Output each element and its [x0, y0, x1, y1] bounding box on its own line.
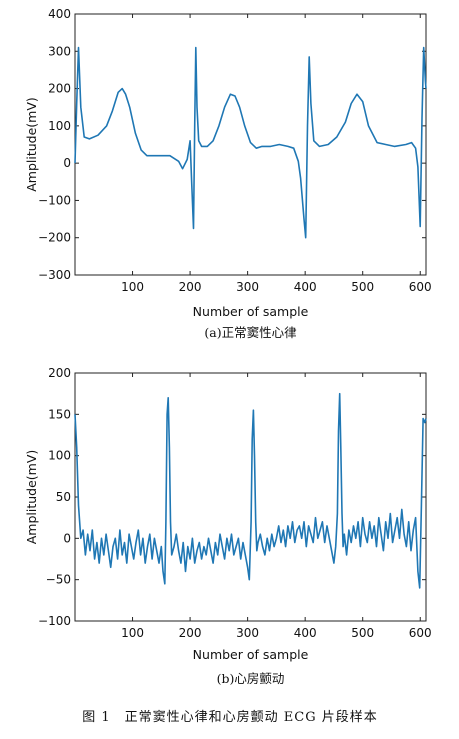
x-tick-label: 500 — [351, 280, 374, 294]
y-tick-label: 150 — [48, 407, 71, 421]
x-tick-label: 300 — [236, 626, 259, 640]
y-tick-label: 300 — [48, 44, 71, 58]
y-tick-label: 200 — [48, 366, 71, 380]
y-tick-label: 400 — [48, 7, 71, 21]
y-axis-label: Amplitude(mV) — [24, 450, 39, 545]
chart-panel-a: −300 −200 −100 0 100 200 300 400 100 200 300 400 500… — [24, 7, 432, 340]
x-axis-label: Number of sample — [193, 304, 309, 319]
y-tick-label: 100 — [48, 119, 71, 133]
chart-panel-b: −100 −50 0 50 100 150 200 100 200 300 400 500 600 Num… — [24, 366, 432, 686]
y-tick-label: 0 — [63, 531, 71, 545]
x-axis-label: Number of sample — [193, 647, 309, 662]
y-tick-label: −50 — [46, 573, 71, 587]
y-tick-label: 0 — [63, 156, 71, 170]
y-tick-label: −200 — [38, 231, 71, 245]
x-tick-label: 200 — [179, 280, 202, 294]
ecg-series-line — [74, 46, 427, 239]
x-tick-label: 500 — [351, 626, 374, 640]
y-tick-label: 50 — [56, 490, 71, 504]
y-tick-label: −100 — [38, 614, 71, 628]
x-tick-label: 200 — [179, 626, 202, 640]
x-tick-label: 600 — [409, 280, 432, 294]
y-tick-label: 100 — [48, 449, 71, 463]
x-tick-label: 100 — [121, 280, 144, 294]
figure-caption: 图 1 正常窦性心律和心房颤动 ECG 片段样本 — [82, 709, 378, 725]
x-tick-label: 600 — [409, 626, 432, 640]
plot-frame — [74, 372, 427, 622]
x-tick-label: 100 — [121, 626, 144, 640]
y-tick-label: −300 — [38, 268, 71, 282]
y-axis-label: Amplitude(mV) — [24, 97, 39, 192]
panel-subtitle: (a)正常窦性心律 — [204, 325, 296, 340]
y-tick-label: −100 — [38, 193, 71, 207]
x-tick-label: 400 — [294, 280, 317, 294]
x-tick-label: 300 — [236, 280, 259, 294]
panel-subtitle: (b)心房颤动 — [217, 671, 285, 686]
ecg-series-line — [74, 392, 427, 589]
x-tick-label: 400 — [294, 626, 317, 640]
y-tick-label: 200 — [48, 82, 71, 96]
plot-frame — [74, 13, 427, 276]
